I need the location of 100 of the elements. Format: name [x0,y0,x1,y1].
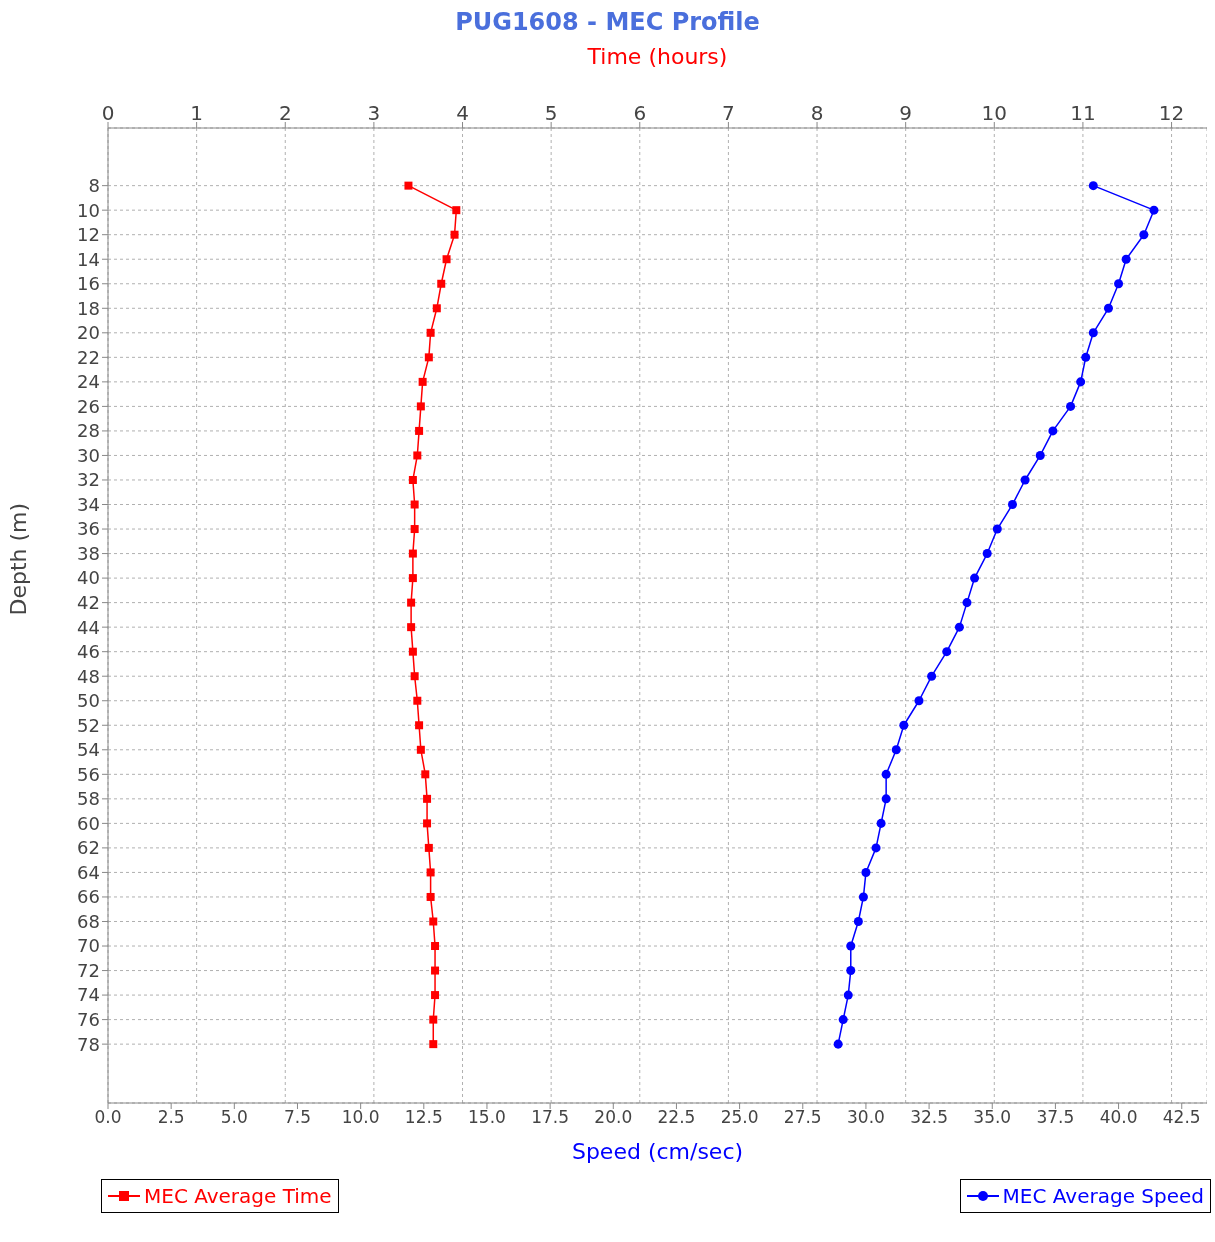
point [861,867,871,877]
x-tick-label: 32.5 [910,1107,949,1128]
x-tick-label: 25.0 [720,1107,759,1128]
point [838,1015,848,1025]
y-tick-label: 10 [77,199,100,221]
point [853,916,863,926]
x-tick-label: 27.5 [783,1107,822,1128]
point [927,671,937,681]
point [914,696,924,706]
x2-tick-label: 1 [190,101,203,125]
x-tick-label: 42.5 [1162,1107,1201,1128]
y-tick-label: 38 [77,542,100,564]
y-tick-label: 34 [77,493,100,515]
point [871,843,881,853]
x-tick-label: 20.0 [594,1107,633,1128]
y-tick-label: 30 [77,444,100,466]
x2-axis-title: Time (hours) [586,43,728,69]
x-tick-label: 40.0 [1099,1107,1138,1128]
x-tick-label: 0.0 [94,1107,122,1128]
point [833,1039,843,1049]
legend-label: MEC Average Time [144,1184,332,1208]
x-tick-label: 10.0 [341,1107,380,1128]
point [899,720,909,730]
point [992,524,1002,534]
y-tick-label: 20 [77,322,100,344]
y-tick-label: 12 [77,224,100,246]
point [1066,401,1076,411]
x2-tick-label: 0 [101,101,115,125]
x-tick-label: 12.5 [404,1107,443,1128]
point [942,647,952,657]
point [982,549,992,559]
point [846,966,856,976]
y-tick-label: 46 [77,641,100,663]
point [1081,352,1091,362]
point [843,990,853,1000]
x2-tick-label: 8 [810,101,824,125]
x-tick-label: 35.0 [973,1107,1012,1128]
x2-tick-label: 3 [367,101,381,125]
point [970,573,980,583]
point [891,745,901,755]
chart-title: PUG1608 - MEC Profile [454,8,761,38]
point [1114,279,1124,289]
point [846,941,856,951]
y-tick-label: 70 [77,935,100,957]
x-tick-label: 17.5 [531,1107,570,1128]
y-tick-label: 8 [88,175,100,197]
y-tick-label: 50 [77,690,100,712]
y-tick-label: 24 [77,371,100,393]
x-tick-label: 15.0 [468,1107,506,1128]
y-tick-label: 48 [77,665,100,687]
point [1076,377,1086,387]
x2-tick-label: 11 [1070,101,1096,125]
x2-tick-label: 7 [722,101,735,125]
y-tick-label: 58 [77,788,100,810]
y-tick-label: 14 [77,248,100,270]
y-tick-label: 72 [77,959,100,981]
point [876,818,886,828]
y-tick-label: 40 [77,567,100,589]
y-tick-label: 78 [77,1033,100,1055]
point [1149,205,1159,215]
point [1035,450,1045,460]
x2-tick-label: 4 [456,101,469,125]
point [962,598,972,608]
x2-tick-label: 10 [981,101,1008,125]
y-tick-label: 28 [77,420,100,442]
y-tick-label: 74 [77,984,100,1006]
y-tick-label: 52 [77,714,100,736]
x2-tick-label: 6 [633,101,647,125]
y-tick-label: 64 [77,861,100,883]
y-tick-label: 44 [77,616,100,638]
point [881,794,891,804]
y-tick-label: 26 [77,395,100,417]
y-tick-label: 54 [77,739,100,761]
point [1103,303,1113,313]
point [1048,426,1058,436]
x-tick-label: 22.5 [657,1107,696,1128]
point [1121,254,1131,264]
point [1088,181,1098,191]
x-axis-title: Speed (cm/sec) [571,1139,744,1164]
x2-tick-label: 2 [278,101,292,125]
x-tick-label: 37.5 [1036,1107,1075,1128]
y-tick-label: 36 [77,518,100,540]
point [1139,230,1149,240]
point [1088,328,1098,338]
y-tick-label: 22 [77,346,100,368]
y-tick-label: 16 [77,273,100,295]
y-tick-label: 18 [77,297,100,319]
x-tick-label: 5.0 [220,1107,248,1128]
point [1007,500,1017,510]
y-tick-label: 66 [77,886,100,908]
y-tick-label: 42 [77,592,100,614]
x-tick-label: 30.0 [847,1107,885,1128]
x2-tick-label: 12 [1158,101,1185,125]
y-tick-label: 68 [77,910,100,932]
point [954,622,964,632]
point [858,892,868,902]
y-tick-label: 56 [77,763,100,785]
point [881,769,891,779]
x2-tick-label: 5 [544,101,558,125]
y-tick-label: 76 [77,1008,100,1030]
